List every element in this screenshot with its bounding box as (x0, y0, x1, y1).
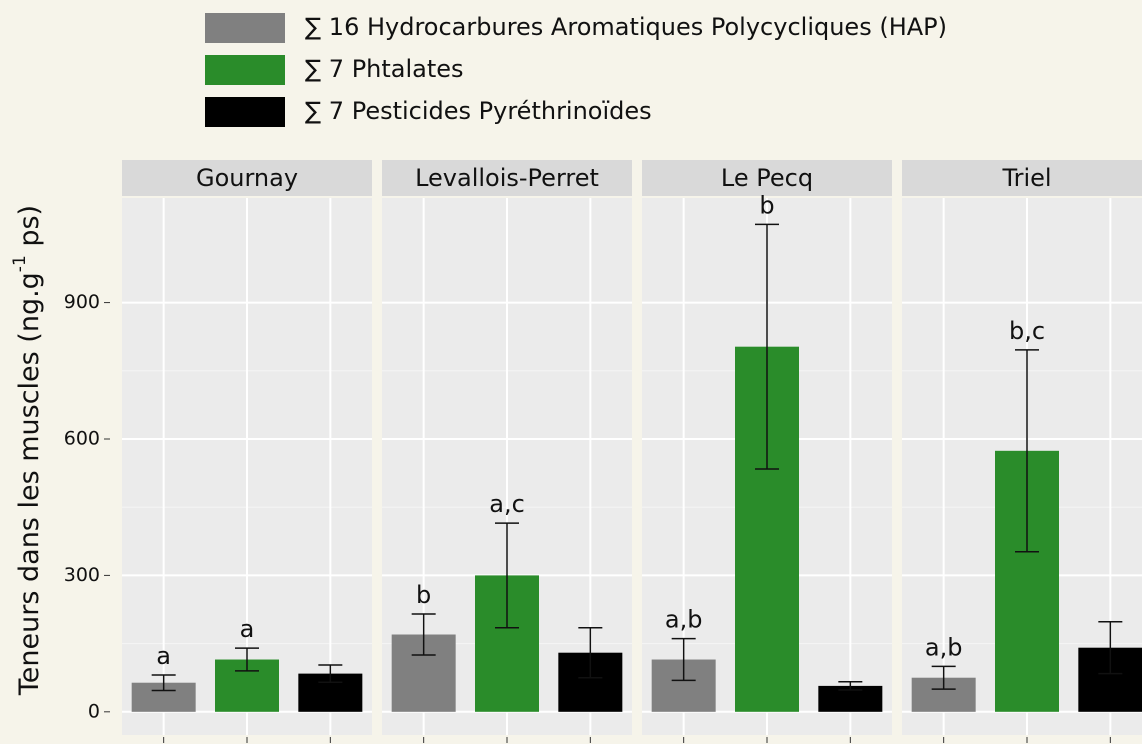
strip (382, 160, 632, 196)
strip-label: Levallois-Perret (415, 164, 599, 192)
significance-letter: b (416, 581, 431, 609)
strip (642, 160, 892, 196)
legend-label: ∑ 7 Phtalates (305, 55, 464, 83)
strip-label: Le Pecq (721, 164, 813, 192)
significance-letter: b,c (1009, 317, 1045, 345)
significance-letter: a,c (489, 490, 525, 518)
legend-label: ∑ 7 Pesticides Pyréthrinoïdes (305, 97, 652, 125)
legend-swatch (205, 97, 285, 127)
y-label-part: Teneurs dans les muscles (ng.g (14, 272, 45, 696)
strip (122, 160, 372, 196)
y-tick-label: 300 (64, 564, 100, 586)
legend-swatch (205, 55, 285, 85)
significance-letter: a,b (925, 633, 963, 661)
significance-letter: a (240, 615, 255, 643)
y-label-sup: -1 (10, 255, 30, 272)
legend-label: ∑ 16 Hydrocarbures Aromatiques Polycycli… (305, 13, 947, 41)
significance-letter: b (759, 191, 774, 219)
y-label-part: ps) (14, 205, 45, 255)
significance-letter: a (156, 642, 171, 670)
strip (902, 160, 1142, 196)
y-tick-label: 900 (64, 291, 100, 313)
significance-letter: a,b (665, 606, 703, 634)
strip-label: Triel (1001, 164, 1051, 192)
legend-swatch (205, 13, 285, 43)
y-axis-label: Teneurs dans les muscles (ng.g-1 ps) (10, 205, 45, 696)
strip-label: Gournay (196, 164, 298, 192)
y-tick-label: 600 (64, 427, 100, 449)
y-tick-label: 0 (88, 700, 100, 722)
